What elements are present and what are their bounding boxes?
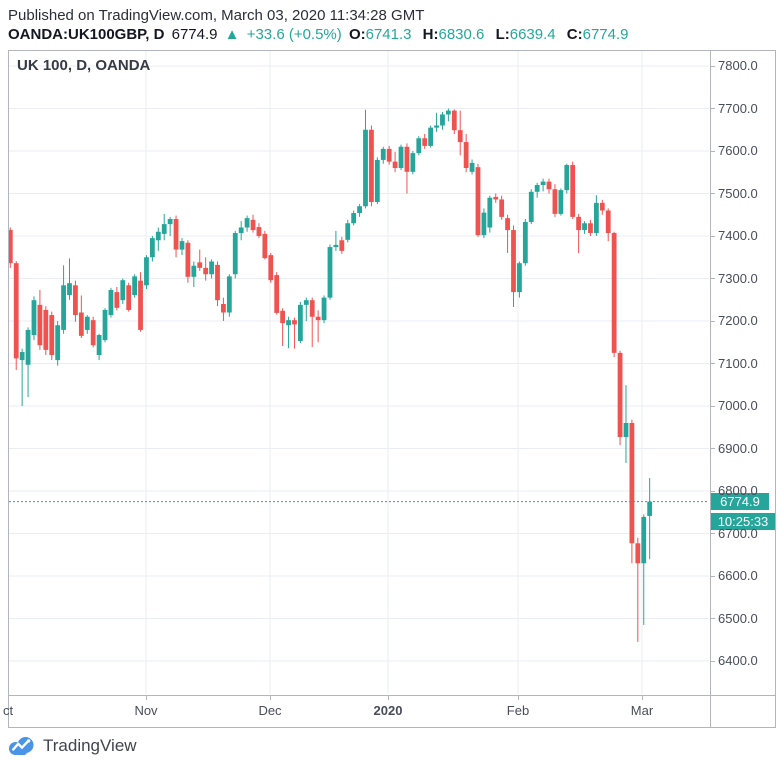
- price-axis-tick: [710, 193, 715, 194]
- time-axis-label: Feb: [506, 703, 530, 718]
- price-axis-label: 6900.0: [718, 440, 758, 456]
- price-axis-divider: [710, 50, 711, 728]
- time-axis-label: Mar: [630, 703, 654, 718]
- price-axis-label: 7200.0: [718, 313, 758, 328]
- price-axis-tick: [710, 448, 715, 449]
- time-axis-label: ct: [2, 703, 14, 718]
- price-axis-label: 6600.0: [718, 568, 758, 583]
- price-axis-tick: [710, 618, 715, 619]
- last-price-axis-label: 6774.9: [711, 493, 769, 511]
- brand-name[interactable]: TradingView: [43, 736, 137, 755]
- price-axis-label: 7600.0: [718, 143, 758, 158]
- last-price: 6774.9: [171, 26, 218, 43]
- price-axis-tick: [710, 65, 715, 67]
- time-axis-label: Dec: [258, 703, 282, 718]
- price-axis-tick: [710, 533, 715, 534]
- price-axis-label: 7100.0: [718, 355, 758, 371]
- time-axis-tick: [518, 695, 519, 700]
- low-value: L:6639.4: [495, 26, 556, 43]
- price-axis-label: 7000.0: [718, 398, 758, 413]
- time-axis-tick: [642, 695, 643, 700]
- time-axis-label: 2020: [373, 703, 403, 718]
- price-axis-tick: [710, 490, 715, 492]
- up-arrow-icon: ▲: [224, 26, 240, 43]
- price-axis-label: 6400.0: [718, 653, 758, 668]
- bar-countdown-label: 10:25:33: [711, 512, 775, 530]
- high-value: H:6830.6: [422, 26, 485, 43]
- price-axis-tick: [710, 235, 715, 237]
- price-axis-tick: [710, 150, 715, 152]
- chart-legend: UK 100, D, OANDA: [17, 57, 151, 74]
- price-axis-label: 7700.0: [718, 100, 758, 116]
- price-axis-label: 7300.0: [718, 270, 758, 286]
- chart-border: [8, 50, 776, 728]
- time-axis-tick: [388, 695, 389, 700]
- time-axis-label: Nov: [134, 703, 158, 718]
- price-axis-tick: [710, 660, 715, 662]
- price-axis-tick: [710, 108, 715, 109]
- symbol-name[interactable]: OANDA:UK100GBP, D: [8, 26, 165, 43]
- time-axis-divider: [8, 695, 776, 696]
- symbol-status-line: OANDA:UK100GBP, D 6774.9 ▲ +33.6 (+0.5%)…: [8, 26, 636, 43]
- price-change: +33.6 (+0.5%): [246, 26, 342, 43]
- close-value: C:6774.9: [566, 26, 629, 43]
- price-axis-label: 6800.0: [718, 483, 758, 498]
- price-axis-label: 6700.0: [718, 525, 758, 541]
- price-axis-tick: [710, 278, 715, 279]
- time-axis-tick: [146, 695, 147, 700]
- price-axis-label: 7400.0: [718, 228, 758, 243]
- price-axis-tick: [710, 320, 715, 322]
- price-axis-label: 7500.0: [718, 185, 758, 201]
- published-line: Published on TradingView.com, March 03, …: [8, 7, 425, 24]
- tradingview-logo-icon[interactable]: [8, 734, 35, 758]
- open-value: O:6741.3: [348, 26, 412, 43]
- price-axis-tick: [710, 575, 715, 577]
- price-axis-tick: [710, 363, 715, 364]
- footer: TradingView: [8, 733, 137, 759]
- price-axis-tick: [710, 405, 715, 407]
- price-axis-label: 7800.0: [718, 58, 758, 73]
- price-axis-label: 6500.0: [718, 610, 758, 626]
- time-axis-tick: [270, 695, 271, 700]
